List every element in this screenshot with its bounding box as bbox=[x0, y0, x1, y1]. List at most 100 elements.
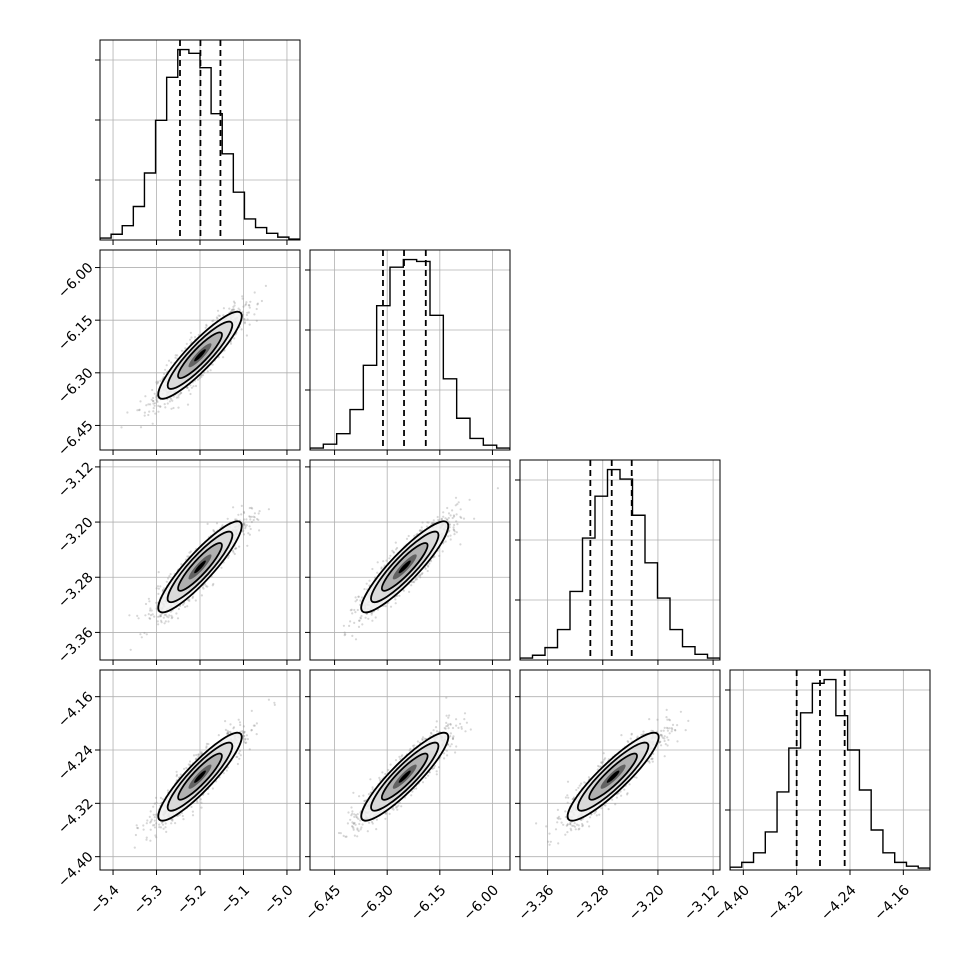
sample-point bbox=[241, 530, 244, 533]
sample-point bbox=[148, 609, 152, 612]
sample-point bbox=[200, 752, 203, 755]
sample-point bbox=[155, 601, 158, 604]
sample-point bbox=[150, 398, 153, 401]
sample-point bbox=[407, 534, 410, 538]
sample-point bbox=[237, 718, 240, 721]
sample-point bbox=[190, 386, 193, 389]
sample-point bbox=[376, 561, 379, 564]
sample-point bbox=[165, 580, 168, 583]
sample-point bbox=[140, 636, 143, 639]
sample-point bbox=[211, 363, 214, 366]
density-1-0 bbox=[120, 284, 267, 429]
y-tick-label-2-1: −3.28 bbox=[55, 570, 97, 612]
sample-point bbox=[359, 617, 362, 620]
sample-point bbox=[250, 506, 253, 509]
sample-point bbox=[376, 571, 379, 574]
sample-point bbox=[455, 513, 458, 516]
sample-point bbox=[256, 302, 259, 305]
sample-point bbox=[151, 422, 154, 425]
sample-point bbox=[172, 406, 175, 410]
sample-point bbox=[243, 524, 246, 527]
sample-point bbox=[170, 617, 173, 620]
sample-point bbox=[167, 620, 170, 623]
sample-point bbox=[244, 741, 247, 745]
sample-point bbox=[240, 513, 243, 516]
sample-point bbox=[349, 620, 352, 623]
sample-point bbox=[148, 410, 151, 413]
sample-point bbox=[394, 602, 397, 605]
sample-point bbox=[253, 291, 256, 294]
sample-point bbox=[243, 322, 246, 325]
sample-point bbox=[227, 732, 230, 735]
sample-point bbox=[136, 826, 139, 830]
sample-point bbox=[139, 400, 142, 403]
sample-point bbox=[244, 525, 247, 528]
sample-point bbox=[264, 284, 267, 287]
sample-point bbox=[468, 498, 471, 501]
sample-point bbox=[413, 534, 416, 538]
sample-point bbox=[248, 304, 251, 307]
sample-point bbox=[460, 516, 463, 520]
sample-point bbox=[448, 529, 451, 532]
sample-point bbox=[367, 617, 370, 620]
panel-3-0: −5.4 −5.3 −5.2 −5.1 −5.0−4.40−4.32−4.24−4.16 bbox=[55, 669, 301, 918]
sample-point bbox=[247, 311, 250, 314]
sample-point bbox=[209, 369, 212, 372]
sample-point bbox=[258, 529, 261, 532]
sample-point bbox=[385, 559, 388, 562]
sample-point bbox=[152, 400, 155, 403]
sample-point bbox=[165, 830, 168, 834]
sample-point bbox=[189, 392, 192, 396]
sample-point bbox=[396, 546, 399, 550]
sample-point bbox=[248, 506, 251, 510]
sample-point bbox=[237, 307, 240, 310]
sample-point bbox=[186, 386, 189, 389]
sample-point bbox=[151, 613, 154, 616]
sample-point bbox=[260, 299, 263, 303]
sample-point bbox=[233, 552, 236, 556]
sample-point bbox=[442, 511, 445, 514]
sample-point bbox=[374, 616, 377, 619]
sample-point bbox=[187, 763, 190, 766]
sample-point bbox=[149, 839, 152, 842]
sample-point bbox=[207, 792, 210, 796]
sample-point bbox=[428, 562, 431, 565]
sample-point bbox=[244, 527, 247, 530]
sample-point bbox=[198, 377, 201, 380]
sample-point bbox=[170, 398, 173, 401]
sample-point bbox=[187, 389, 191, 392]
sample-point bbox=[167, 577, 170, 580]
sample-point bbox=[389, 605, 393, 608]
sample-point bbox=[343, 631, 346, 634]
sample-point bbox=[218, 314, 221, 317]
sample-point bbox=[186, 605, 189, 608]
sample-point bbox=[152, 396, 155, 400]
panel-1-0: −6.45−6.30−6.15−6.00 bbox=[55, 249, 301, 459]
sample-point bbox=[155, 607, 158, 610]
sample-point bbox=[217, 356, 220, 359]
sample-point bbox=[237, 513, 240, 516]
sample-point bbox=[159, 405, 162, 408]
sample-point bbox=[248, 533, 251, 536]
sample-point bbox=[148, 617, 151, 620]
sample-point bbox=[455, 531, 458, 534]
sample-point bbox=[129, 648, 132, 651]
sample-point bbox=[455, 520, 458, 523]
sample-point bbox=[196, 801, 199, 804]
sample-point bbox=[245, 313, 248, 317]
sample-point bbox=[244, 304, 247, 307]
sample-point bbox=[175, 396, 178, 399]
sample-point bbox=[451, 509, 454, 512]
sample-point bbox=[394, 598, 397, 601]
sample-point bbox=[453, 515, 456, 518]
sample-point bbox=[155, 396, 158, 399]
sample-point bbox=[200, 594, 203, 597]
sample-point bbox=[419, 573, 422, 576]
sample-point bbox=[156, 585, 160, 588]
sample-point bbox=[177, 607, 180, 611]
panel-0-0 bbox=[95, 39, 301, 245]
grid bbox=[520, 460, 720, 660]
sample-point bbox=[253, 313, 256, 316]
sample-point bbox=[452, 526, 455, 529]
sample-point bbox=[398, 594, 401, 597]
